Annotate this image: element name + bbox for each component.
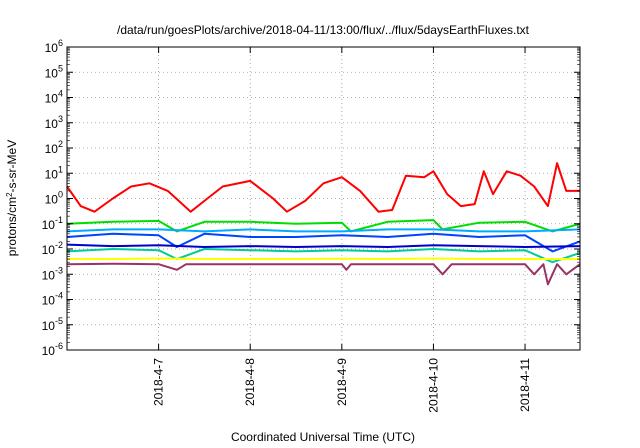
x-tick-label: 2018-4-10: [426, 358, 440, 413]
y-tick-label: 100: [45, 190, 63, 207]
grid: [67, 47, 580, 350]
y-tick-label: 104: [45, 89, 63, 106]
y-tick-label: 105: [45, 63, 63, 80]
series-layer: [66, 162, 581, 286]
series-line: [67, 257, 580, 260]
y-tick-label: 10-5: [42, 316, 63, 333]
x-axis: 2018-4-7 2018-4-8 2018-4-9 2018-4-10 2018-4-…: [152, 47, 532, 413]
y-axis: 10-6 10-5 10-4 10-3 10-2 10-1 100 101 102 103 104 1…: [42, 38, 580, 358]
y-tick-label: 103: [45, 114, 63, 131]
x-tick-label: 2018-4-11: [518, 358, 532, 412]
y-tick-label: 106: [45, 38, 63, 55]
y-tick-label: 10-1: [42, 215, 63, 232]
series-line: [66, 232, 581, 253]
series-line: [66, 162, 580, 213]
x-axis-label: Coordinated Universal Time (UTC): [231, 430, 415, 444]
series-line: [66, 262, 581, 286]
y-tick-label: 10-6: [42, 341, 63, 358]
y-tick-label: 10-2: [42, 240, 63, 257]
y-tick-label: 10-4: [42, 291, 63, 308]
x-tick-label: 2018-4-8: [243, 358, 257, 406]
series-line: [66, 228, 581, 233]
y-axis-label: protons/cm2-s-sr-MeV: [5, 140, 19, 256]
series-line: [66, 219, 581, 233]
y-tick-label: 101: [45, 164, 63, 181]
chart-title: /data/run/goesPlots/archive/2018-04-11/1…: [117, 23, 530, 37]
y-tick-label: 10-3: [42, 265, 63, 282]
x-tick-label: 2018-4-7: [152, 358, 166, 406]
x-tick-label: 2018-4-9: [335, 358, 349, 406]
y-tick-label: 102: [45, 139, 63, 156]
series-line: [66, 243, 581, 248]
series-line: [66, 248, 581, 264]
